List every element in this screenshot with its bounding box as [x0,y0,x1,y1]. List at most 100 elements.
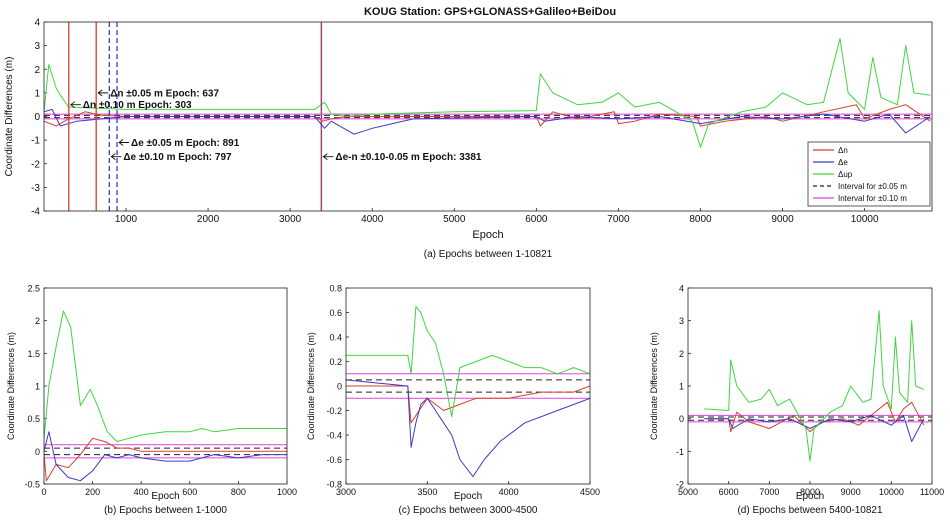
plot-content [688,310,932,462]
series-line-dup [346,305,590,418]
x-tick-label: 1000 [115,214,138,225]
y-tick-label: 0.2 [329,357,342,367]
y-tick-label: 2 [679,349,684,359]
plot-frame [43,287,288,485]
legend: Δn Δe Δup Interval for ±0.05 m Interval for … [807,141,931,207]
annotation-arrow [110,153,122,161]
chart-panel-d: 5000 6000 7000 8000 9000 10000 11000 -2 -1 0 1 2 3 4 E… [649,284,944,517]
x-tick-label: 800 [231,487,246,497]
annotation-arrow [97,89,109,97]
annotation-arrow [70,101,81,109]
y-tick-label: -0.8 [326,480,342,490]
y-axis-label: Coordinate Differences (m) [306,332,316,440]
x-tick-label: 6000 [719,487,739,497]
y-tick-label: 0 [34,112,40,123]
x-axis-label: Epoch [472,229,503,241]
x-tick-label: 8000 [800,487,820,497]
plot-content [346,305,590,478]
y-tick-label: 1 [679,382,684,392]
legend-label: Δn [838,146,848,155]
plot-frame [687,287,933,485]
x-axis-label: Epoch [454,491,482,502]
y-tick-label: 4 [34,18,40,29]
x-tick-label: 7000 [759,487,779,497]
y-tick-label: 0.5 [27,414,40,424]
y-tick-label: -1 [676,447,684,457]
y-tick-label: -1 [31,136,40,147]
x-tick-label: 600 [182,487,197,497]
x-tick-label: 9000 [771,214,794,225]
panel-caption: (d) Epochs between 5400-10821 [737,505,883,516]
annotation-label: Δe ±0.10 m Epoch: 797 [123,152,232,163]
figure-title: KOUG Station: GPS+GLONASS+Galileo+BeiDou [364,6,616,18]
x-tick-label: 9000 [841,487,861,497]
y-tick-label: 0 [679,414,684,424]
series-line-dup [704,310,925,462]
series-line-de [44,431,287,482]
x-tick-label: 0 [41,487,46,497]
y-axis-label: Coordinate Differences (m) [649,332,659,440]
y-tick-label: 1 [35,382,40,392]
legend-label: Interval for ±0.05 m [838,182,907,191]
plot-frame [345,287,591,485]
x-tick-label: 1000 [277,487,297,497]
x-tick-label: 400 [134,487,149,497]
y-tick-label: 0 [35,447,40,457]
series-line-de [704,414,925,442]
x-tick-label: 5000 [443,214,466,225]
y-tick-label: 2 [35,316,40,326]
x-tick-label: 3000 [279,214,302,225]
x-tick-label: 3500 [417,487,437,497]
y-tick-label: -2 [676,480,684,490]
legend-label: Interval for ±0.10 m [838,194,907,203]
y-tick-label: -0.4 [326,431,342,441]
y-tick-label: 0.6 [329,308,342,318]
panel-caption: (b) Epochs between 1-1000 [104,505,227,516]
x-tick-label: 10000 [851,214,879,225]
y-tick-label: 3 [679,316,684,326]
panel-caption: (a) Epochs between 1-10821 [424,249,553,260]
y-tick-label: -2 [31,159,40,170]
x-tick-label: 11000 [920,487,944,497]
y-axis-label: Coordinate Differences (m) [6,332,16,440]
x-tick-label: 4000 [499,487,519,497]
y-tick-label: 0.4 [329,333,342,343]
x-tick-label: 4000 [361,214,384,225]
x-tick-label: 200 [85,487,100,497]
annotation-label: Δn ±0.05 m Epoch: 637 [110,88,219,99]
x-tick-label: 6000 [525,214,548,225]
x-tick-label: 3000 [336,487,356,497]
y-tick-label: -3 [31,183,40,194]
panel-caption: (c) Epochs between 3000-4500 [399,505,538,516]
x-tick-label: 10000 [879,487,904,497]
y-tick-label: 1.5 [27,349,40,359]
chart-panel-c: 3000 3500 4000 4500 -0.8 -0.6 -0.4 -0.2 0 0.2 0.4 0… [306,284,600,517]
x-tick-label: 7000 [607,214,630,225]
panels: 1000 2000 3000 4000 5000 6000 7000 8000 9000 1000… [4,18,944,517]
y-tick-label: 2.5 [27,284,40,294]
series-line-dup [44,38,931,148]
series-line-de [44,108,931,135]
y-axis-label: Coordinate Differences (m) [4,57,15,177]
plot-area [688,288,932,484]
y-tick-label: 1 [34,88,40,99]
y-tick-label: 4 [679,284,684,294]
annotation-arrow [322,153,334,161]
plot-content [44,22,932,211]
y-tick-label: 0.8 [329,284,342,294]
plot-content [44,310,287,482]
series-line-de [346,379,590,478]
annotation-label: Δe-n ±0.10-0.05 m Epoch: 3381 [335,152,482,163]
y-tick-label: -0.5 [24,480,40,490]
chart-panel-a: 1000 2000 3000 4000 5000 6000 7000 8000 9000 1000… [4,18,933,260]
x-tick-label: 4500 [580,487,600,497]
chart-panel-b: 0 200 400 600 800 1000-0.500.511.522.5EpochCo… [6,284,297,517]
y-tick-label: -0.6 [326,455,342,465]
plot-frame [43,21,933,212]
y-tick-label: 2 [34,65,40,76]
annotation-arrow [118,139,130,146]
legend-label: Δup [838,170,853,179]
y-tick-label: -4 [31,207,40,218]
x-tick-label: 2000 [197,214,220,225]
